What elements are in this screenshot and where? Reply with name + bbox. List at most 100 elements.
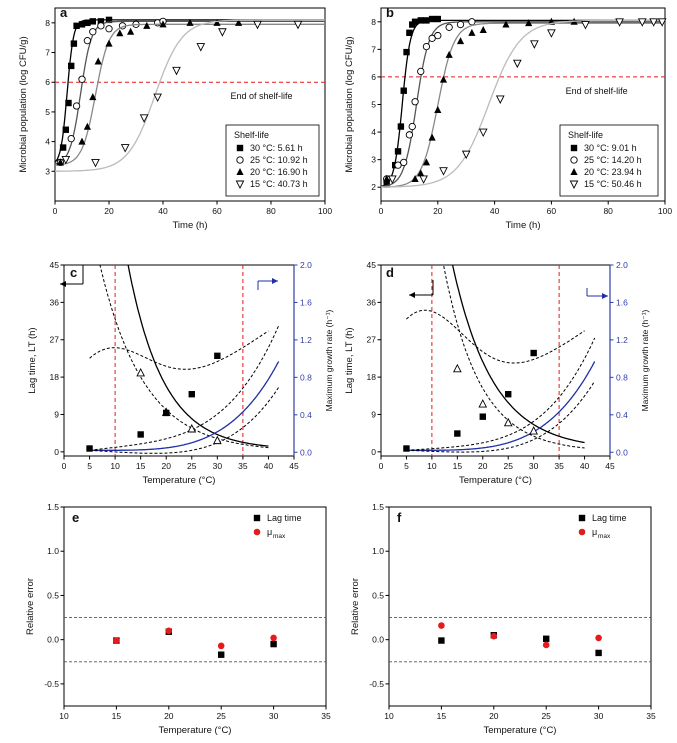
x-axis-label: Time (h) [172, 220, 207, 231]
x-tick-label: 20 [104, 206, 114, 216]
data-point [422, 42, 431, 51]
lag-time-point [212, 435, 222, 445]
x-axis-label: Time (h) [505, 220, 540, 231]
data-point [78, 75, 86, 83]
mu-max-point [163, 409, 170, 417]
data-point [649, 18, 658, 27]
x-tick-label: 20 [164, 711, 174, 721]
y-axis-label: Microbial population (log CFU/g) [18, 36, 29, 172]
x-tick-label: 5 [87, 461, 92, 471]
data-point [91, 158, 100, 168]
data-point [127, 27, 135, 35]
y-tick-label: 1.0 [372, 546, 384, 556]
x-tick-label: 0 [62, 461, 67, 471]
panel-letter: a [60, 5, 68, 20]
error-point [595, 649, 602, 657]
x-tick-label: 30 [213, 461, 223, 471]
y-tick-label: 4 [45, 137, 50, 147]
data-point [65, 99, 72, 107]
data-point [423, 17, 430, 24]
y-tick-label: 8 [45, 18, 50, 28]
data-point [502, 20, 510, 28]
mu-max-point [505, 391, 512, 398]
data-point [547, 29, 556, 38]
x-tick-label: 20 [489, 711, 499, 721]
data-point [400, 158, 408, 167]
y-tick-label: 0.0 [47, 635, 59, 645]
error-point [542, 641, 550, 649]
lag-time-point [478, 399, 488, 408]
data-point [56, 158, 64, 166]
legend-marker [236, 144, 244, 152]
data-point [89, 18, 96, 25]
x-tick-label: 30 [529, 461, 539, 471]
data-point [405, 131, 414, 139]
data-point [417, 17, 424, 24]
legend-label-mu: μ [592, 527, 597, 537]
x-tick-label: 25 [216, 711, 226, 721]
x-tick-label: 15 [136, 461, 146, 471]
data-point [73, 22, 80, 30]
legend-label: 30 °C: 9.01 h [584, 143, 637, 153]
panel-a: 0 20 40 60 80 100 3 4 5 6 7 8a Time (h) Microbial pop… [18, 5, 332, 231]
data-point [417, 169, 425, 177]
fit-curve [55, 19, 325, 172]
data-point [72, 102, 81, 110]
legend-label-sub: max [598, 533, 611, 540]
legend-label-sub: max [273, 533, 286, 540]
y2-tick-label: 0.4 [300, 410, 312, 420]
legend-marker [253, 514, 261, 522]
lag-time-point [187, 424, 197, 433]
data-point [383, 174, 391, 182]
plot-frame [380, 264, 611, 457]
lag-time-point [136, 367, 146, 377]
x-tick-label: 25 [503, 461, 513, 471]
data-point [383, 181, 390, 188]
y-tick-label: 0.5 [372, 590, 384, 600]
legend-marker [569, 180, 579, 189]
data-point [388, 175, 397, 184]
x-tick-label: 10 [384, 711, 394, 721]
shelf-life-label: End of shelf-life [566, 86, 628, 96]
x-tick-label: 40 [158, 206, 168, 216]
lag-axis-arrow-head [409, 292, 415, 298]
data-point [235, 18, 243, 26]
data-point [153, 93, 162, 103]
y2-tick-label: 1.2 [616, 335, 628, 345]
data-point [468, 18, 476, 26]
y2-tick-label: 1.6 [300, 297, 312, 307]
legend-marker [570, 144, 578, 152]
x-tick-label: 60 [212, 206, 222, 216]
legend-label: 20 °C: 23.94 h [584, 167, 642, 177]
lag-time-ci [99, 265, 269, 449]
legend-label: 15 °C: 40.73 h [250, 179, 308, 189]
data-point [419, 175, 428, 184]
y-tick-label: 5 [371, 100, 376, 110]
error-point [165, 627, 173, 635]
legend-marker [570, 168, 578, 175]
data-point [97, 22, 105, 30]
rate-axis-arrow-head [602, 293, 608, 299]
data-point [406, 29, 413, 37]
y-tick-label: 7 [371, 44, 376, 54]
y2-axis-label: Maximum growth rate (h⁻¹) [640, 309, 650, 411]
y-tick-label: 36 [50, 297, 60, 307]
data-point [478, 128, 488, 138]
y2-tick-label: 0.4 [616, 410, 628, 420]
data-point [394, 148, 402, 155]
legend: Shelf-life 30 °C: 5.61 h 25 °C: 10.92 h 20 … [225, 124, 320, 197]
fit-curve [381, 22, 665, 188]
data-point [581, 21, 590, 30]
x-tick-label: 15 [112, 711, 122, 721]
mu-max-point [454, 430, 461, 437]
data-point [186, 18, 194, 26]
legend-marker [570, 156, 578, 164]
panel-letter: b [386, 5, 394, 20]
data-point [439, 75, 448, 83]
y-tick-label: 4 [371, 127, 376, 137]
data-point [105, 16, 113, 24]
error-point [595, 634, 602, 642]
data-point [468, 28, 476, 36]
data-point [89, 28, 97, 36]
